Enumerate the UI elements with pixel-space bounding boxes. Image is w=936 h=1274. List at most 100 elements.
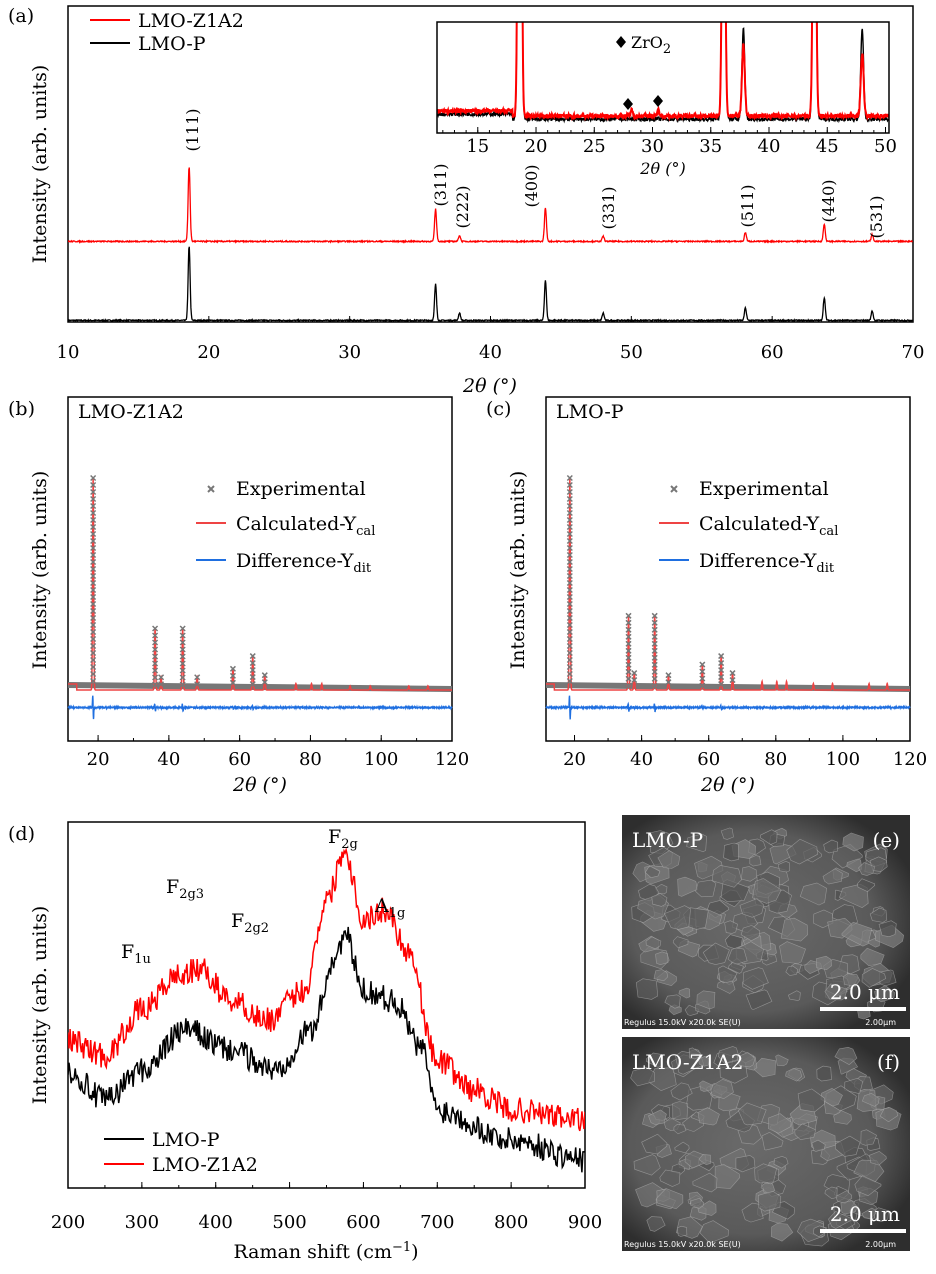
sem-grain	[824, 983, 848, 1001]
x-tick-label: 800	[494, 1212, 528, 1233]
experimental-marker	[625, 675, 632, 682]
x-tick-label: 40	[630, 749, 653, 770]
sem-grain	[692, 1172, 718, 1193]
hkl-label: (331)	[599, 186, 618, 229]
experimental-marker	[625, 654, 632, 661]
sem-grain	[786, 838, 818, 865]
experimental-marker	[651, 654, 658, 661]
x-tick-label: 600	[346, 1212, 380, 1233]
x-tick-label: 120	[893, 749, 927, 770]
sem-footer-scale: 2.00μm	[865, 1240, 896, 1249]
x-tick-label: 30	[641, 136, 664, 157]
sem-grain	[841, 921, 873, 947]
experimental-marker	[152, 639, 159, 646]
sem-grain	[842, 832, 864, 852]
experimental-marker	[566, 663, 573, 671]
experimental-marker	[566, 516, 573, 524]
panel-label-c: (c)	[486, 398, 511, 420]
sem-grain	[785, 965, 799, 976]
x-axis-label-end: )	[411, 1241, 418, 1263]
raman-mode-label: F2g	[328, 826, 358, 852]
hkl-label: (111)	[183, 108, 202, 151]
panel-label-a: (a)	[8, 5, 34, 27]
experimental-marker	[90, 565, 97, 573]
sem-grain	[840, 1200, 858, 1215]
sem-grain	[770, 1222, 794, 1242]
sem-grain	[644, 866, 661, 879]
legend-label: Calculated-Ycal	[699, 513, 838, 539]
sem-grain	[645, 1052, 663, 1068]
experimental-marker	[566, 509, 573, 517]
experimental-marker	[90, 635, 97, 643]
sem-image-lmo-p	[622, 815, 910, 1029]
experimental-marker	[718, 681, 725, 688]
experimental-marker	[651, 647, 658, 654]
sem-grain	[657, 850, 681, 869]
panel-c-frame	[545, 396, 911, 742]
experimental-marker	[625, 668, 632, 675]
experimental-marker	[718, 653, 725, 660]
sem-grain	[761, 1131, 784, 1151]
experimental-marker	[665, 672, 672, 679]
experimental-marker	[651, 675, 658, 682]
experimental-marker	[152, 646, 159, 653]
subscript: dit	[816, 561, 834, 576]
experimental-marker	[229, 679, 236, 686]
sem-grain	[823, 839, 839, 854]
experimental-marker	[651, 633, 658, 640]
panel-title: LMO-P	[556, 401, 624, 423]
experimental-baseline	[545, 682, 911, 692]
inset-frame	[436, 21, 890, 134]
experimental-marker	[566, 642, 573, 650]
experimental-marker	[625, 619, 632, 626]
sem-grain	[659, 1169, 681, 1187]
sem-grain	[842, 973, 861, 987]
legend-label: Difference-Ydit	[699, 550, 835, 576]
sem-grain	[779, 941, 806, 964]
experimental-marker	[194, 674, 201, 681]
experimental-marker	[651, 668, 658, 675]
experimental-marker	[651, 661, 658, 668]
sem-grain	[735, 1155, 756, 1173]
inset-series-red	[437, 22, 889, 122]
subscript: dit	[353, 561, 371, 576]
experimental-marker	[665, 679, 672, 686]
experimental-marker	[90, 649, 97, 657]
x-tick-label: 900	[568, 1212, 602, 1233]
experimental-marker	[566, 628, 573, 636]
experimental-marker	[90, 621, 97, 629]
sem-grain	[797, 1088, 825, 1113]
sem-grain	[736, 1052, 756, 1068]
experimental-marker	[90, 586, 97, 594]
experimental-marker	[699, 668, 706, 675]
sem-grain	[860, 1129, 877, 1146]
y-axis-label: Intensity (arb. units)	[29, 906, 51, 1105]
sem-grain	[869, 907, 888, 923]
x-tick-label: 35	[699, 136, 722, 157]
panel-d-plot	[68, 847, 585, 1173]
raman-mode-label: F2g3	[166, 876, 204, 902]
difference-line	[545, 695, 911, 720]
x-tick-label: 200	[51, 1212, 85, 1233]
experimental-marker	[152, 681, 159, 688]
experimental-marker	[152, 632, 159, 639]
sem-sample-label: LMO-P	[632, 828, 703, 852]
sem-grain	[775, 1054, 789, 1067]
hkl-label: (511)	[738, 184, 757, 227]
sem-sample-label: LMO-Z1A2	[632, 1050, 743, 1074]
experimental-marker	[158, 681, 165, 688]
raman-mode-label: F2g2	[231, 910, 269, 936]
experimental-marker	[566, 635, 573, 643]
legend-label: LMO-P	[152, 1129, 220, 1151]
legend-label: Experimental	[699, 478, 829, 500]
sem-grain	[869, 1150, 887, 1166]
sem-grain	[686, 833, 707, 853]
diamond-marker-icon	[616, 36, 626, 48]
experimental-marker	[90, 558, 97, 566]
sem-grain	[740, 866, 757, 882]
x-tick-label: 15	[466, 136, 489, 157]
x-tick-label: 500	[272, 1212, 306, 1233]
legend-label: LMO-P	[138, 33, 206, 55]
subscript: 2g2	[244, 921, 269, 936]
